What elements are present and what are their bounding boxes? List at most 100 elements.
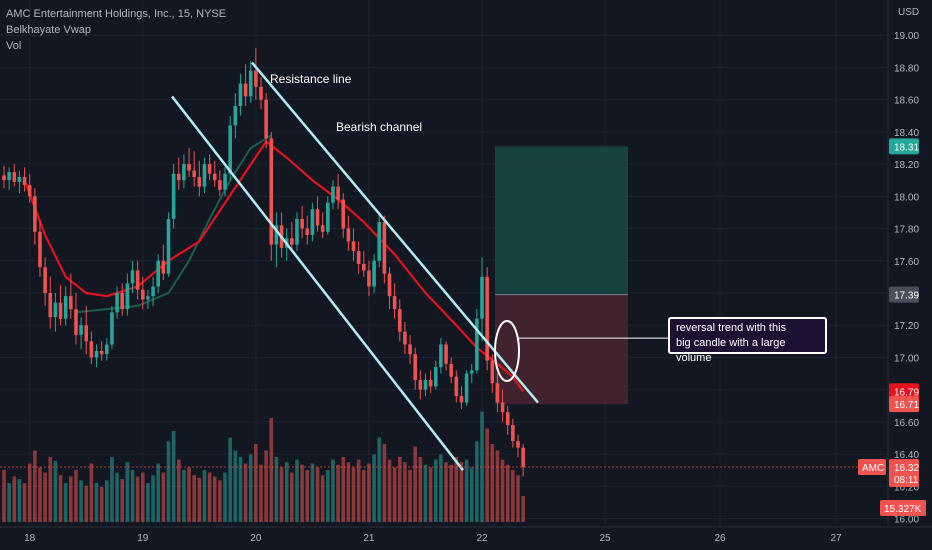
volume-bar [48,457,53,522]
volume-bar [151,475,155,522]
vwap-a-badge: 16.79 [894,387,919,398]
volume-bar [346,462,351,522]
y-tick-label: 18.00 [894,192,919,203]
volume-bar [377,437,382,522]
x-tick-label: 20 [250,533,262,544]
volume-bar [197,477,202,522]
volume-bar [125,462,130,522]
candle-body [367,270,371,287]
candle-body [146,296,150,300]
volume-bar [94,483,99,522]
candle-body [423,379,428,390]
candle-body [480,276,484,319]
volume-bar [140,472,145,522]
volume-bar [264,450,268,522]
candle-body [74,309,78,335]
candle-body [320,225,325,232]
indicator-label[interactable]: Belkhayate Vwap [6,24,91,36]
candle-body [326,202,330,232]
candle-body [22,176,27,186]
ticker-tag: AMC [862,463,884,474]
candle-body [315,209,320,226]
volume-bar [58,475,63,522]
volume-bar [115,472,119,522]
volume-bar [22,483,27,522]
volume-bar [146,483,150,522]
candle-body [387,273,392,297]
candle-body [238,83,243,107]
symbol-title[interactable]: AMC Entertainment Holdings, Inc., 15, NY… [6,8,227,20]
candle-body [115,292,119,313]
volume-bar [408,470,412,522]
volume-bar [89,463,94,522]
candle-body [120,292,125,310]
candle-body [207,164,212,174]
chart-legend: AMC Entertainment Holdings, Inc., 15, NY… [6,6,226,54]
volume-bar [433,459,438,522]
volume-badge: 15.327K [884,504,922,515]
volume-bar [135,476,140,522]
volume-bar [413,446,417,522]
candle-body [469,370,474,374]
volume-bar [254,444,258,522]
volume-bar [2,470,6,522]
price-badge-bg [889,458,919,487]
volume-bar [511,470,515,522]
volume-bar [521,496,525,522]
y-tick-label: 18.40 [894,128,919,139]
volume-bar [171,431,176,522]
candle-body [233,106,238,126]
candle-body [94,350,99,358]
volume-bar [130,470,135,522]
y-tick-label: 18.80 [894,63,919,74]
y-tick-label: 16.20 [894,482,919,493]
candle-body [99,350,104,355]
candle-body [2,175,6,181]
price-badge: 16.32 [894,463,919,474]
volume-bar [331,459,335,522]
volume-bar [326,470,330,522]
volume-bar [444,462,448,522]
volume-bar [43,472,47,522]
callout-box: reversal trend with this big candle with… [668,317,827,364]
candle-body [336,186,340,200]
candle-body [228,125,232,174]
volume-bar [464,459,469,522]
candle-body [38,231,42,268]
volume-bar [259,464,263,522]
volume-bar [33,450,37,522]
volume-bar [166,441,171,522]
volume-bar [243,463,248,522]
channel-label: Bearish channel [336,120,422,134]
x-tick-label: 18 [24,533,36,544]
volume-bar [367,463,371,522]
candle-body [269,138,274,245]
candle-body [182,164,186,181]
candle-body [351,241,356,252]
candle-body [300,218,304,229]
resistance-label: Resistance line [270,72,352,86]
y-tick-label: 17.80 [894,225,919,236]
candle-body [151,286,155,297]
candle-body [248,70,253,97]
currency-label: USD [898,7,920,18]
volume-bar [305,470,310,522]
candle-body [274,225,279,245]
ticker-tag-bg [858,458,886,475]
candle-body [187,164,191,171]
candle-body [403,331,407,345]
candle-body [135,270,140,290]
volume-label[interactable]: Vol [6,40,22,52]
candle-body [290,238,294,245]
candle-body [43,267,47,293]
candle-body [511,425,515,442]
candle-body [428,379,433,387]
volume-bar [7,483,11,522]
y-tick-label: 16.60 [894,418,919,429]
candle-body [69,296,73,310]
x-tick-label: 19 [137,533,149,544]
volume-bar [53,460,58,522]
target-badge-bg [889,138,919,155]
